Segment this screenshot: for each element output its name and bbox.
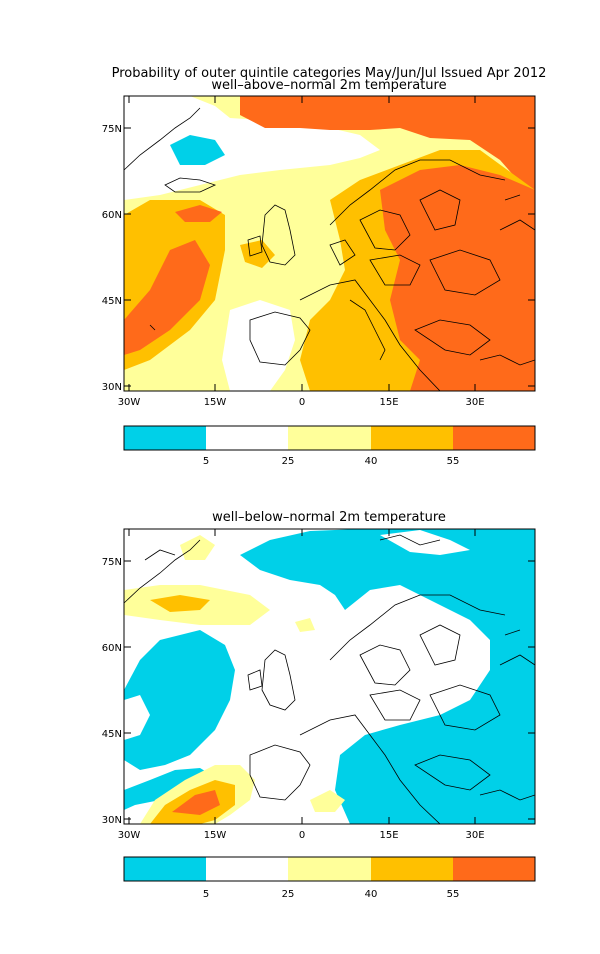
lat-label: 75N — [102, 557, 122, 568]
white-region — [124, 695, 150, 740]
map-frame — [123, 95, 536, 392]
cyan-region — [124, 630, 235, 770]
lon-ticks — [128, 96, 476, 391]
cyan-region — [240, 529, 535, 824]
lat-label: 60N — [102, 643, 122, 654]
lat-labels: 75N 60N 45N 30N — [102, 557, 122, 826]
colorbar-bin-white — [206, 857, 288, 881]
colorbar-label: 55 — [447, 889, 460, 900]
panel-above-normal: well–above–normal 2m temperature — [102, 78, 536, 467]
coastlines — [124, 534, 535, 824]
colorbar-bin-gold — [371, 857, 453, 881]
colorbar-label: 25 — [282, 889, 295, 900]
lat-ticks — [124, 127, 535, 387]
colorbar-bin-light-yellow — [288, 426, 371, 450]
lon-labels: 30W 15W 0 15E 30E — [118, 830, 485, 841]
colorbar-label: 25 — [282, 456, 295, 467]
gold-region — [150, 595, 210, 612]
yellow-region — [295, 618, 315, 632]
colorbar-label: 55 — [447, 456, 460, 467]
figure-title: Probability of outer quintile categories… — [112, 66, 547, 81]
colorbar-bin-orange — [453, 857, 535, 881]
colorbar-label: 5 — [203, 889, 209, 900]
lat-label: 60N — [102, 210, 122, 221]
lon-label: 0 — [299, 830, 305, 841]
colorbar-label: 40 — [365, 889, 378, 900]
panel-subtitle: well–below–normal 2m temperature — [212, 510, 446, 525]
panel-subtitle: well–above–normal 2m temperature — [211, 78, 446, 93]
colorbar-bin-white — [206, 426, 288, 450]
orange-region — [240, 96, 535, 200]
map-area — [124, 529, 535, 824]
lat-label: 45N — [102, 296, 122, 307]
orange-region — [172, 790, 220, 815]
map-frame — [123, 528, 536, 825]
cyan-region — [170, 135, 225, 165]
white-region — [124, 96, 380, 200]
coastlines — [124, 107, 535, 391]
lon-label: 30E — [465, 397, 484, 408]
colorbar-label: 5 — [203, 456, 209, 467]
yellow-region — [310, 790, 345, 812]
colorbar-label: 40 — [365, 456, 378, 467]
lat-label: 75N — [102, 124, 122, 135]
lat-labels: 75N 60N 45N 30N — [102, 124, 122, 393]
colorbar-frame — [123, 425, 536, 451]
colorbar-bin-cyan — [124, 857, 206, 881]
panel-below-normal: well–below–normal 2m temperature — [102, 510, 536, 900]
lon-label: 30E — [465, 830, 484, 841]
lat-label: 45N — [102, 729, 122, 740]
colorbar-bin-orange — [453, 426, 535, 450]
lon-labels: 30W 15W 0 15E 30E — [118, 397, 485, 408]
orange-region — [175, 205, 222, 222]
colorbar-bin-light-yellow — [288, 857, 371, 881]
lat-label: 30N — [102, 815, 122, 826]
orange-region — [124, 240, 210, 355]
lon-label: 15W — [204, 397, 227, 408]
yellow-region — [180, 535, 215, 560]
colorbar-bin-cyan — [124, 426, 206, 450]
lon-label: 30W — [118, 830, 141, 841]
lon-ticks — [128, 529, 476, 824]
colorbar-bin-gold — [371, 426, 453, 450]
lat-label: 30N — [102, 382, 122, 393]
lat-ticks — [124, 560, 535, 820]
colorbar: 5 25 40 55 — [123, 856, 536, 900]
white-region — [222, 300, 295, 391]
lon-label: 15E — [379, 397, 398, 408]
map-area — [124, 96, 535, 391]
colorbar: 5 25 40 55 — [123, 425, 536, 467]
colorbar-frame — [123, 856, 536, 882]
lon-label: 15E — [379, 830, 398, 841]
lon-label: 30W — [118, 397, 141, 408]
orange-region — [380, 165, 535, 391]
lon-label: 15W — [204, 830, 227, 841]
lon-label: 0 — [299, 397, 305, 408]
